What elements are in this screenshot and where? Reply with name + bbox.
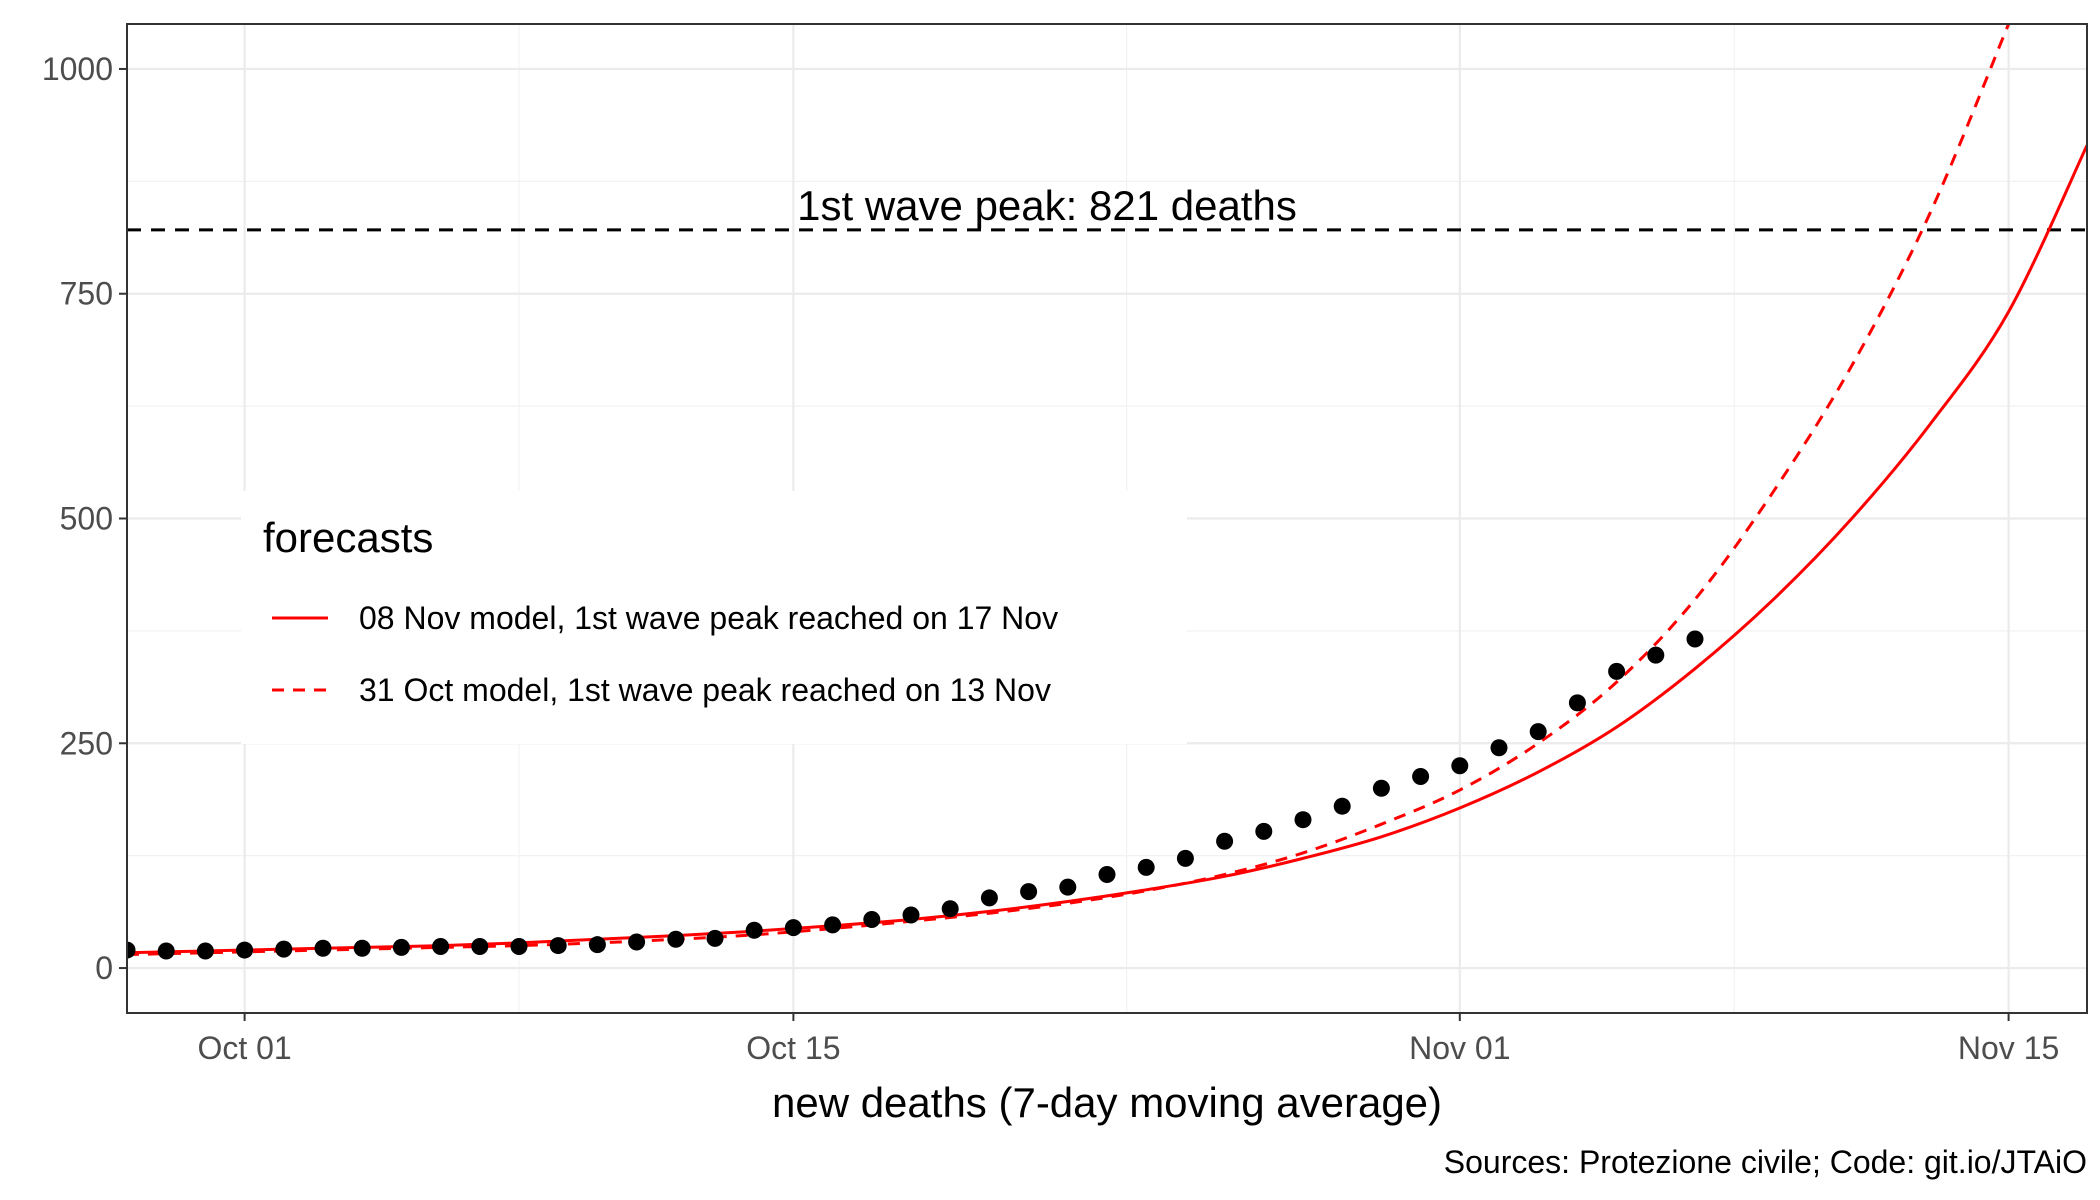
data-point bbox=[824, 916, 842, 934]
legend-title: forecasts bbox=[263, 514, 433, 561]
data-point bbox=[1412, 768, 1430, 786]
reference-line-label: 1st wave peak: 821 deaths bbox=[797, 182, 1297, 229]
legend-label-31-oct-model: 31 Oct model, 1st wave peak reached on 1… bbox=[359, 672, 1051, 708]
data-point bbox=[1647, 646, 1665, 664]
legend-background bbox=[241, 491, 1187, 744]
data-point bbox=[1372, 779, 1390, 797]
data-point bbox=[127, 941, 136, 959]
data-point bbox=[941, 900, 959, 918]
data-point bbox=[157, 942, 175, 960]
data-point bbox=[353, 939, 371, 957]
data-point bbox=[745, 921, 763, 939]
x-axis: Oct 01 Oct 15 Nov 01 Nov 15 bbox=[197, 1013, 2059, 1066]
data-point bbox=[196, 942, 214, 960]
data-point bbox=[1294, 811, 1312, 829]
y-axis: 0 250 500 750 1000 bbox=[42, 51, 127, 986]
series-line-31-oct-model bbox=[127, 24, 2010, 957]
data-point bbox=[784, 919, 802, 937]
x-tick-label: Oct 15 bbox=[746, 1030, 840, 1066]
data-point bbox=[1098, 866, 1116, 884]
y-tick-label: 0 bbox=[95, 950, 113, 986]
data-point bbox=[1255, 822, 1273, 840]
data-point bbox=[588, 936, 606, 954]
data-point bbox=[1059, 878, 1077, 896]
data-point bbox=[392, 938, 410, 956]
data-point bbox=[863, 910, 881, 928]
data-point bbox=[1608, 662, 1626, 680]
data-point bbox=[1686, 630, 1704, 648]
data-point bbox=[628, 933, 646, 951]
data-point bbox=[1451, 757, 1469, 775]
data-point bbox=[902, 906, 920, 924]
legend: forecasts 08 Nov model, 1st wave peak re… bbox=[241, 491, 1187, 744]
x-tick-label: Nov 01 bbox=[1409, 1030, 1510, 1066]
y-tick-label: 750 bbox=[60, 276, 113, 312]
data-point bbox=[980, 889, 998, 907]
x-tick-label: Oct 01 bbox=[197, 1030, 291, 1066]
x-axis-title: new deaths (7-day moving average) bbox=[772, 1079, 1442, 1126]
data-point bbox=[1333, 797, 1351, 815]
data-point bbox=[706, 929, 724, 947]
data-point bbox=[1176, 849, 1194, 867]
data-point bbox=[1529, 723, 1547, 741]
plot-content bbox=[127, 24, 2087, 960]
x-tick-label: Nov 15 bbox=[1958, 1030, 2059, 1066]
data-point bbox=[1137, 858, 1155, 876]
data-point bbox=[314, 939, 332, 957]
data-point bbox=[1568, 694, 1586, 712]
data-point bbox=[275, 940, 293, 958]
caption: Sources: Protezione civile; Code: git.io… bbox=[1444, 1144, 2087, 1180]
y-tick-label: 500 bbox=[60, 501, 113, 537]
data-point bbox=[471, 937, 489, 955]
legend-label-08-nov-model: 08 Nov model, 1st wave peak reached on 1… bbox=[359, 600, 1058, 636]
data-point bbox=[1216, 832, 1234, 850]
data-point bbox=[236, 941, 254, 959]
data-point bbox=[432, 937, 450, 955]
data-point bbox=[667, 930, 685, 948]
data-point bbox=[1490, 739, 1508, 757]
data-point bbox=[510, 937, 528, 955]
data-point bbox=[1020, 883, 1038, 901]
y-tick-label: 250 bbox=[60, 725, 113, 761]
data-point bbox=[549, 937, 567, 955]
y-tick-label: 1000 bbox=[42, 51, 113, 87]
